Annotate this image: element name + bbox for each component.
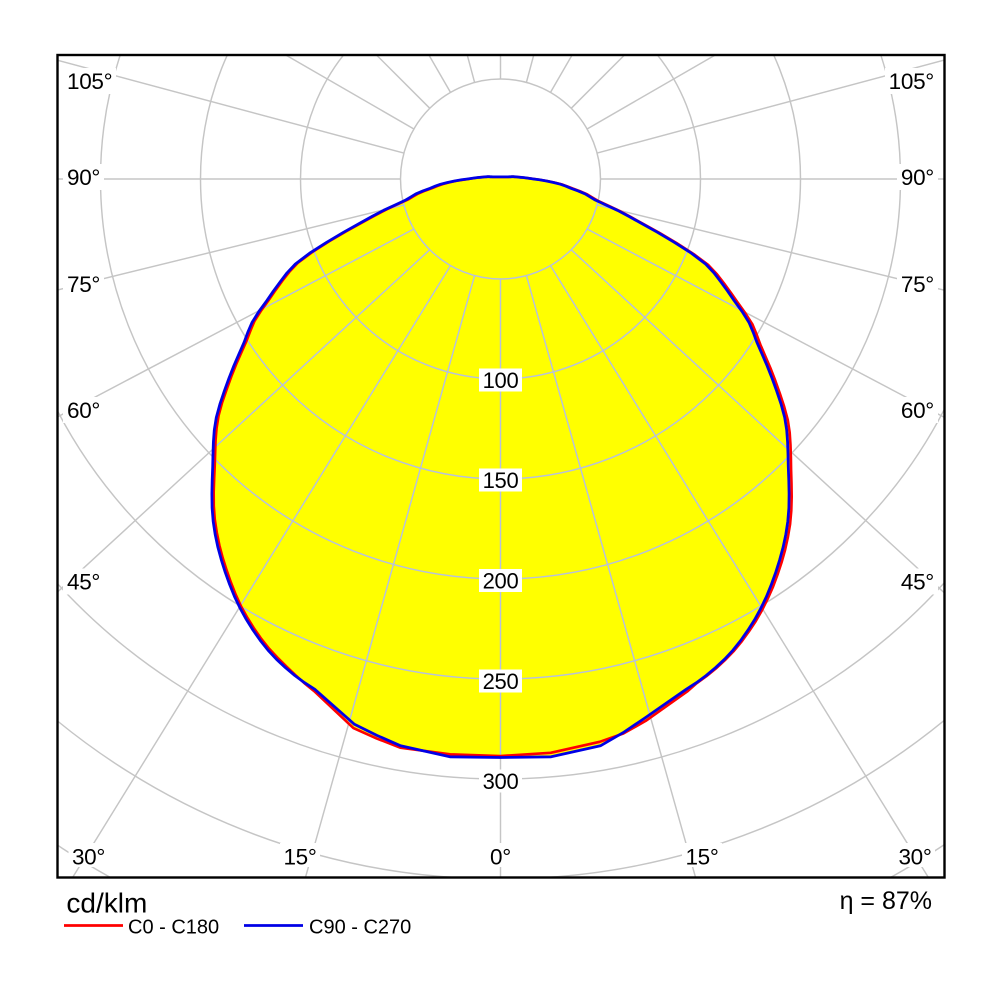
svg-text:75°: 75° — [67, 272, 100, 297]
svg-text:105°: 105° — [67, 69, 112, 94]
svg-text:60°: 60° — [67, 398, 100, 423]
svg-text:200: 200 — [483, 569, 519, 594]
svg-text:250: 250 — [483, 669, 519, 694]
svg-text:0°: 0° — [490, 845, 511, 870]
svg-text:cd/klm: cd/klm — [66, 888, 147, 919]
svg-text:C0 - C180: C0 - C180 — [128, 917, 219, 939]
svg-text:30°: 30° — [898, 845, 931, 870]
svg-text:90°: 90° — [67, 165, 100, 190]
svg-text:90°: 90° — [901, 165, 934, 190]
svg-text:30°: 30° — [72, 845, 105, 870]
svg-text:105°: 105° — [889, 69, 934, 94]
svg-text:45°: 45° — [67, 570, 100, 595]
svg-text:75°: 75° — [901, 272, 934, 297]
svg-text:45°: 45° — [901, 570, 934, 595]
svg-text:60°: 60° — [901, 398, 934, 423]
svg-text:150: 150 — [483, 468, 519, 493]
svg-text:η = 87%: η = 87% — [840, 887, 932, 915]
svg-text:C90 - C270: C90 - C270 — [309, 917, 411, 939]
svg-text:15°: 15° — [283, 845, 316, 870]
svg-text:100: 100 — [483, 368, 519, 393]
svg-text:15°: 15° — [685, 845, 718, 870]
svg-text:300: 300 — [483, 769, 519, 794]
